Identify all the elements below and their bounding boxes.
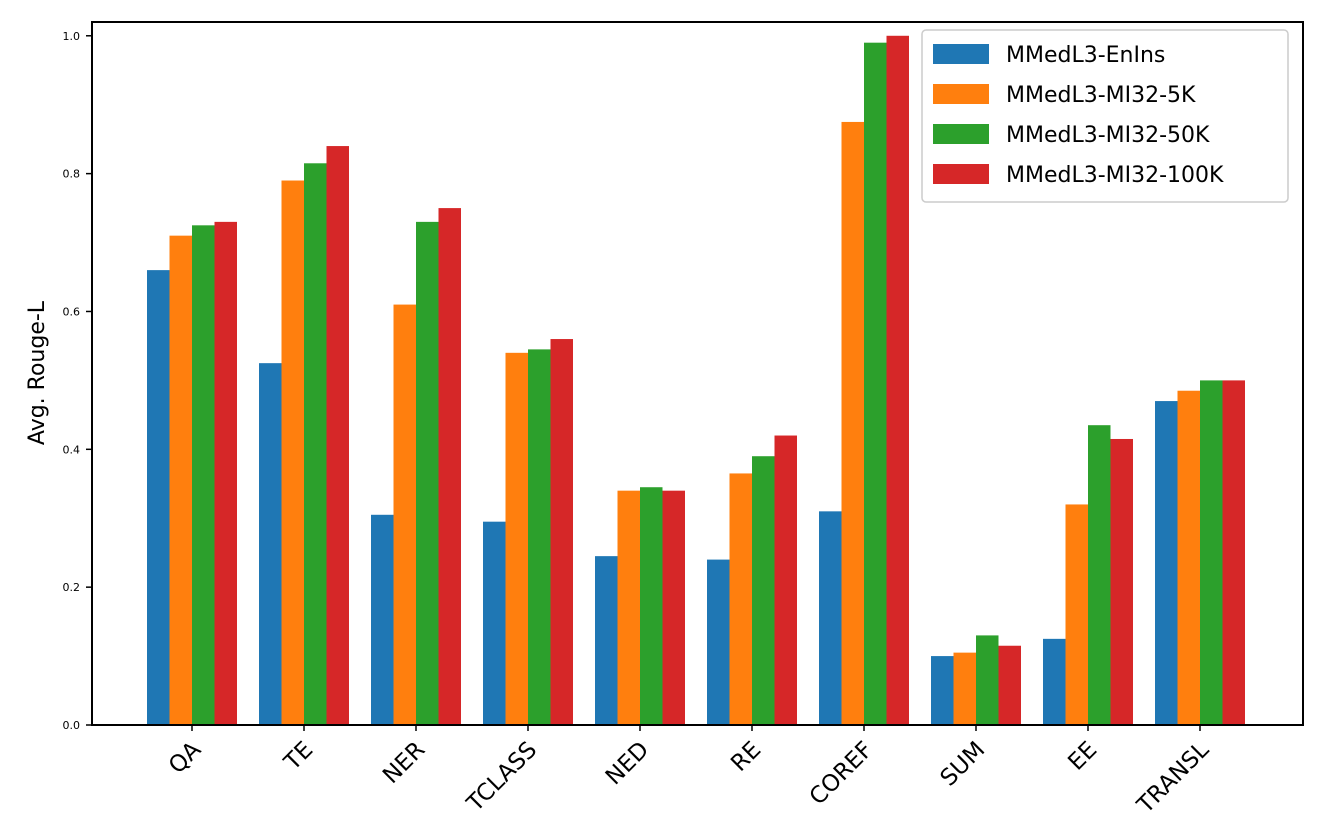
bar-ee-series-2 — [1065, 504, 1088, 725]
bar-tclass-series-2 — [505, 352, 528, 725]
y-tick-label: 0.4 — [63, 443, 81, 456]
bar-ee-series-4 — [1110, 438, 1133, 725]
bar-ner-series-4 — [438, 208, 461, 726]
bar-tclass-series-1 — [483, 521, 506, 725]
x-tick-label-ee: EE — [1063, 737, 1102, 776]
bar-sum-series-1 — [931, 656, 954, 725]
bar-ee-series-1 — [1043, 638, 1066, 725]
x-tick-label-tclass: TCLASS — [462, 737, 543, 818]
legend-label-4: MMedL3-MI32-100K — [1006, 163, 1224, 188]
y-axis-ticks: 0.0 0.2 0.4 0.6 0.8 1.0 — [63, 30, 92, 732]
bar-re-series-4 — [774, 435, 797, 725]
x-tick-label-coref: COREF — [805, 737, 878, 810]
legend-swatch-3 — [933, 124, 989, 144]
x-tick-label-ned: NED — [601, 737, 654, 790]
bar-transl-series-1 — [1155, 401, 1178, 725]
bar-qa-series-2 — [169, 235, 192, 725]
bar-transl-series-2 — [1177, 390, 1200, 725]
legend-swatch-1 — [933, 44, 989, 64]
bar-ner-series-3 — [416, 221, 439, 725]
bar-ner-series-1 — [371, 514, 394, 725]
y-tick-label: 0.0 — [63, 719, 81, 732]
bar-tclass-series-4 — [550, 339, 573, 725]
x-tick-label-sum: SUM — [936, 737, 991, 792]
bar-ner-series-2 — [393, 304, 416, 725]
legend-label-1: MMedL3-EnIns — [1006, 43, 1165, 68]
bar-re-series-2 — [729, 473, 752, 725]
x-tick-label-ner: NER — [378, 737, 430, 789]
bar-coref-series-1 — [819, 511, 842, 725]
legend: MMedL3-EnIns MMedL3-MI32-5K MMedL3-MI32-50… — [921, 29, 1289, 203]
bar-re-series-3 — [752, 456, 775, 725]
bar-ned-series-4 — [662, 490, 685, 725]
bar-sum-series-3 — [976, 635, 999, 725]
x-tick-label-transl: TRANSL — [1132, 737, 1214, 818]
legend-swatch-2 — [933, 84, 989, 104]
legend-swatch-4 — [933, 164, 989, 184]
y-tick-label: 0.8 — [63, 168, 81, 181]
bar-tclass-series-3 — [528, 349, 551, 725]
bar-te-series-3 — [304, 163, 327, 726]
legend-label-3: MMedL3-MI32-50K — [1006, 123, 1210, 148]
bar-te-series-4 — [326, 146, 349, 725]
bar-qa-series-1 — [147, 270, 170, 725]
x-tick-label-te: TE — [279, 737, 318, 776]
bar-sum-series-4 — [998, 645, 1021, 725]
bar-coref-series-4 — [886, 35, 909, 725]
y-tick-label: 1.0 — [63, 30, 81, 43]
bar-ned-series-2 — [617, 490, 640, 725]
bar-coref-series-2 — [841, 121, 864, 725]
bar-qa-series-3 — [192, 225, 215, 725]
x-axis-ticks: QA TE NER TCLASS NED RE COREF SUM EE TRANSL — [164, 725, 1214, 818]
legend-label-2: MMedL3-MI32-5K — [1006, 83, 1196, 108]
plot-frame — [91, 21, 1304, 726]
x-tick-label-re: RE — [726, 737, 766, 777]
bar-transl-series-4 — [1222, 380, 1245, 725]
y-axis-label: Avg. Rouge-L — [25, 300, 50, 445]
x-tick-label-qa: QA — [164, 737, 206, 779]
bar-sum-series-2 — [953, 652, 976, 725]
bar-te-series-2 — [281, 180, 304, 725]
bar-qa-series-4 — [214, 221, 237, 725]
bar-coref-series-3 — [864, 42, 887, 726]
y-tick-label: 0.2 — [63, 581, 81, 594]
y-tick-label: 0.6 — [63, 305, 81, 318]
legend-frame — [921, 29, 1289, 203]
bars-layer — [147, 35, 1245, 726]
bar-re-series-1 — [707, 559, 730, 725]
bar-ned-series-3 — [640, 487, 663, 725]
bar-ee-series-3 — [1088, 425, 1111, 725]
bar-te-series-1 — [259, 363, 282, 725]
bar-transl-series-3 — [1200, 380, 1223, 725]
bar-ned-series-1 — [595, 556, 618, 725]
